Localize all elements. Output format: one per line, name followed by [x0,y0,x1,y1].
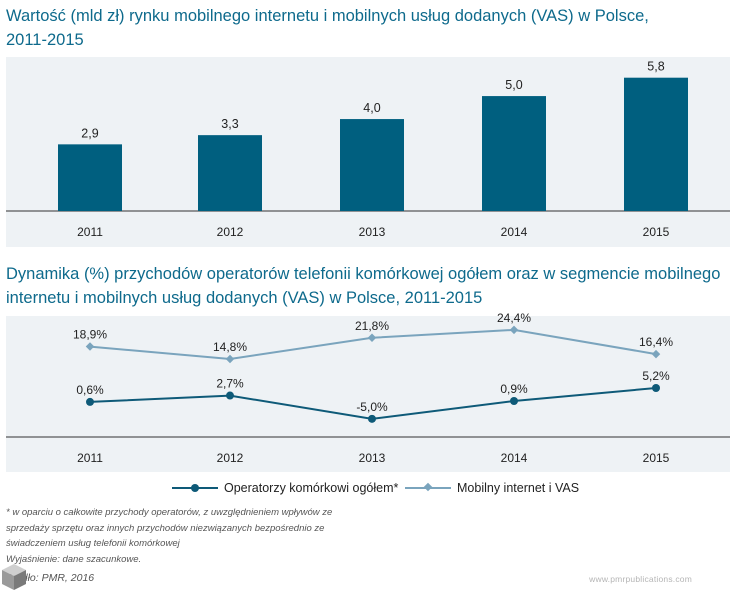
data-label-mobile-internet-2013: 21,8% [355,319,389,333]
data-label-mobile-internet-2011: 18,9% [73,328,107,342]
legend-label-operators: Operatorzy komórkowi ogółem* [224,481,399,495]
bar-2015 [624,77,688,211]
data-label-mobile-internet-2014: 24,4% [497,311,531,325]
bar-chart: 2,9 2011 3,3 2012 4,0 2013 5,0 2014 5,8 2015 [6,60,730,239]
data-label-operators-2011: 0,6% [76,383,104,397]
bar-value-label-2015: 5,8 [647,60,664,74]
bar-value-label-2012: 3,3 [221,117,238,131]
series-line-mobile-internet [89,328,657,361]
point-mobile-internet-2013 [367,333,377,343]
source-note: Źródło: PMR, 2016 [6,572,95,584]
data-label-operators-2013: -5,0% [356,400,388,414]
footnote-text: * w oparciu o całkowite przychody operat… [6,507,333,549]
point-mobile-internet-2012 [225,354,235,364]
point-mobile-internet-2015 [651,349,661,359]
point-mobile-internet-2011 [85,342,95,351]
point-operators-2013 [368,414,376,423]
bar-x-tick-2013: 2013 [359,225,386,239]
bar-2013 [340,119,404,211]
data-label-mobile-internet-2015: 16,4% [639,335,673,349]
point-operators-2012 [226,391,234,400]
bar-value-label-2011: 2,9 [81,126,98,140]
line-x-tick-2015: 2015 [643,451,670,465]
legend-item-mobile-internet: Mobilny internet i VAS [405,481,579,495]
line-x-tick-2014: 2014 [501,451,528,465]
point-operators-2011 [86,397,94,406]
bar-chart-title: Wartość (mld zł) rynku mobilnego interne… [6,7,649,49]
line-chart: 0,6% 2,7% -5,0% 0,9% 5,2% 18,9% 14,8% 21,8% 24,4… [6,311,730,465]
estimate-note: Wyjaśnienie: dane szacunkowe. [6,553,142,565]
line-x-tick-2011: 2011 [77,451,103,465]
data-label-operators-2015: 5,2% [642,369,670,383]
cube-logo-icon [2,564,26,590]
point-operators-2015 [652,383,660,392]
bar-x-tick-2015: 2015 [643,225,670,239]
legend-swatch-operators [172,481,218,495]
watermark: www.pmrpublications.com [589,574,692,584]
footnote: * w oparciu o całkowite przychody operat… [6,505,336,567]
line-x-tick-2013: 2013 [359,451,386,465]
legend-item-operators: Operatorzy komórkowi ogółem* [172,481,398,495]
line-chart-title: Dynamika (%) przychodów operatorów telef… [6,265,721,307]
legend-label-mobile-internet: Mobilny internet i VAS [457,481,580,495]
bar-x-tick-2012: 2012 [217,225,244,239]
legend-swatch-mobile-internet [405,481,451,495]
data-label-operators-2014: 0,9% [500,382,528,396]
line-x-tick-2012: 2012 [217,451,244,465]
point-mobile-internet-2014 [509,325,519,335]
point-operators-2014 [510,397,518,406]
line-chart-background [6,316,730,472]
data-label-operators-2012: 2,7% [216,377,244,391]
bar-value-label-2013: 4,0 [363,101,380,115]
bar-2011 [58,144,122,211]
data-label-mobile-internet-2012: 14,8% [213,340,247,354]
bar-2014 [482,96,546,211]
bar-x-tick-2014: 2014 [501,225,528,239]
bar-x-tick-2011: 2011 [77,225,103,239]
bar-value-label-2014: 5,0 [505,78,522,92]
line-chart-legend: Operatorzy komórkowi ogółem* Mobilny int… [0,478,736,502]
bar-2012 [198,135,262,211]
